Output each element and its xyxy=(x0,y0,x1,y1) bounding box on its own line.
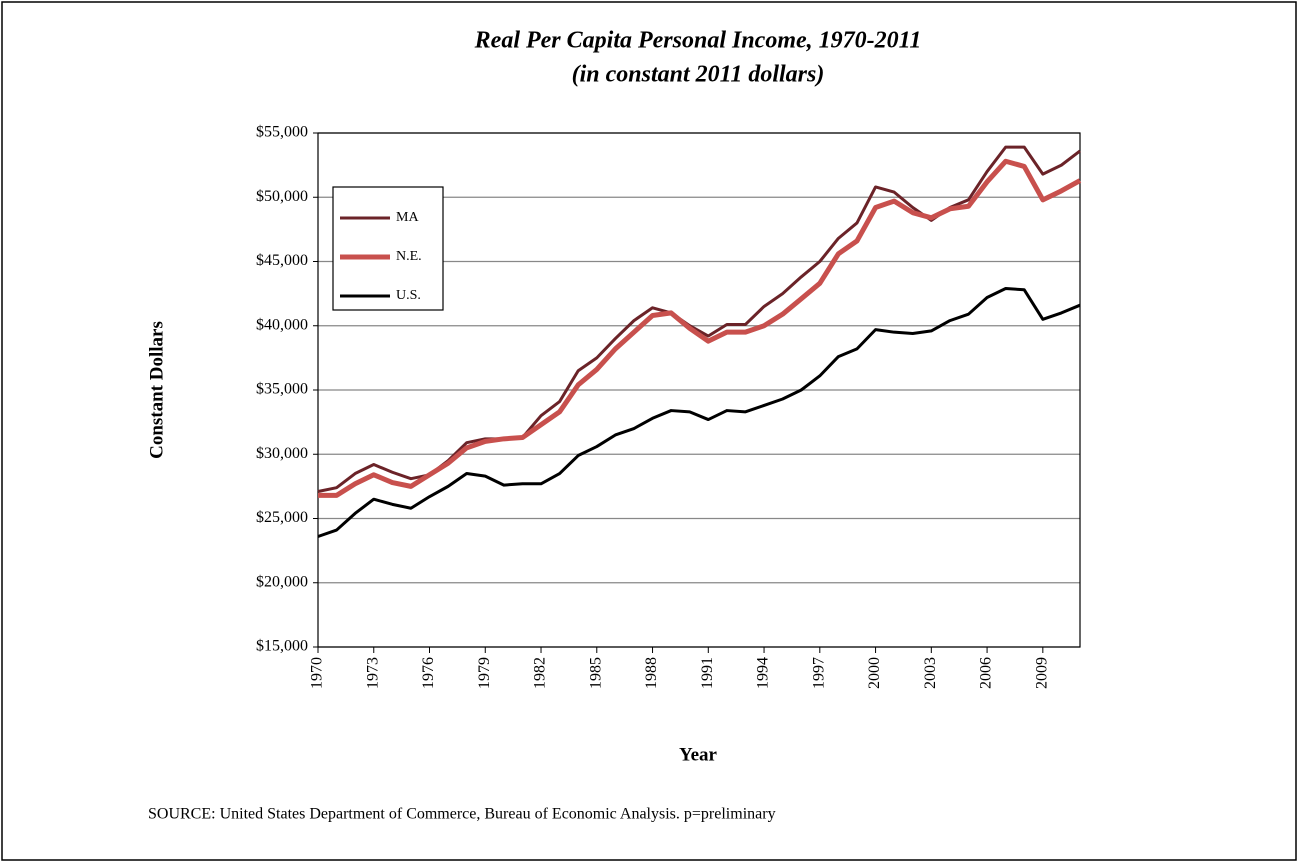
x-tick-label: 1988 xyxy=(643,657,660,689)
y-tick-label: $20,000 xyxy=(256,573,308,590)
x-axis-title: Year xyxy=(679,744,718,765)
x-tick-label: 2003 xyxy=(922,657,939,689)
x-tick-label: 1973 xyxy=(364,657,381,689)
y-tick-label: $30,000 xyxy=(256,445,308,462)
x-tick-label: 2000 xyxy=(866,657,883,689)
x-tick-label: 1991 xyxy=(699,657,716,689)
legend-label: U.S. xyxy=(396,288,421,303)
x-tick-label: 1985 xyxy=(587,657,604,689)
x-tick-label: 1994 xyxy=(755,657,772,689)
y-tick-label: $55,000 xyxy=(256,124,308,141)
chart-subtitle: (in constant 2011 dollars) xyxy=(572,62,825,88)
chart-title: Real Per Capita Personal Income, 1970-20… xyxy=(474,28,922,54)
y-tick-label: $25,000 xyxy=(256,509,308,526)
series-line xyxy=(317,286,1081,538)
y-tick-label: $35,000 xyxy=(256,381,308,398)
x-tick-label: 1997 xyxy=(810,657,827,689)
plot-border xyxy=(317,132,1081,648)
x-tick-label: 1979 xyxy=(476,657,493,689)
legend-label: MA xyxy=(396,210,419,225)
y-tick-label: $15,000 xyxy=(256,638,308,655)
series-line xyxy=(318,158,1082,498)
y-axis-title: Constant Dollars xyxy=(146,321,167,459)
source-note: SOURCE: United States Department of Comm… xyxy=(148,806,776,823)
legend-box xyxy=(332,186,444,311)
y-tick-label: $40,000 xyxy=(256,316,308,333)
y-tick-label: $45,000 xyxy=(256,252,308,269)
legend: MA N.E. U.S. xyxy=(332,186,444,311)
x-tick-label: 1976 xyxy=(420,657,437,689)
x-tick-label: 2009 xyxy=(1034,657,1051,689)
y-tick-label: $50,000 xyxy=(256,188,308,205)
x-tick-label: 2006 xyxy=(978,657,995,689)
x-tick-label: 1982 xyxy=(532,657,549,689)
legend-label: N.E. xyxy=(396,249,422,264)
x-tick-label: 1970 xyxy=(309,657,326,689)
